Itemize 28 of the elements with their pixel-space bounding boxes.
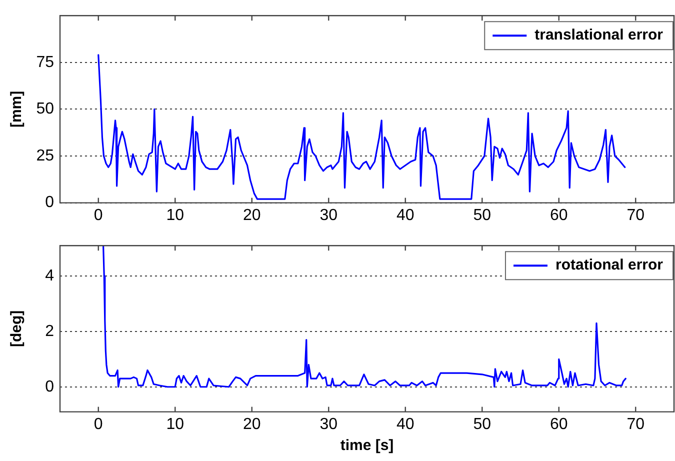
x-tick-label: 50	[473, 206, 492, 224]
x-tick-label: 30	[320, 416, 338, 433]
y-tick-label: 0	[45, 194, 54, 212]
x-tick-label: 40	[396, 206, 414, 224]
x-tick-label: 20	[242, 206, 261, 224]
x-tick-label: 0	[94, 206, 103, 224]
y-tick-label: 2	[45, 322, 54, 340]
y-tick-label: 75	[36, 54, 54, 71]
x-axis-title: time [s]	[340, 437, 394, 454]
x-tick-label: 30	[320, 206, 338, 224]
x-tick-label: 10	[166, 206, 184, 224]
y-tick-label: 25	[36, 147, 54, 164]
legend-label: translational error	[534, 26, 664, 44]
x-tick-label: 70	[626, 206, 645, 224]
x-tick-label: 0	[94, 416, 103, 433]
y-axis-title: [deg]	[8, 310, 26, 348]
x-tick-label: 60	[550, 416, 568, 433]
x-tick-label: 60	[550, 206, 568, 224]
legend-label: rotational error	[555, 256, 664, 274]
y-tick-label: 50	[36, 100, 54, 118]
x-tick-label: 50	[473, 416, 492, 433]
x-tick-label: 10	[166, 416, 184, 433]
y-tick-label: 4	[45, 267, 54, 284]
x-tick-label: 20	[242, 416, 261, 433]
x-tick-label: 70	[626, 416, 645, 433]
y-axis-title: [mm]	[8, 90, 26, 128]
x-tick-label: 40	[396, 416, 414, 433]
y-tick-label: 0	[45, 378, 54, 396]
